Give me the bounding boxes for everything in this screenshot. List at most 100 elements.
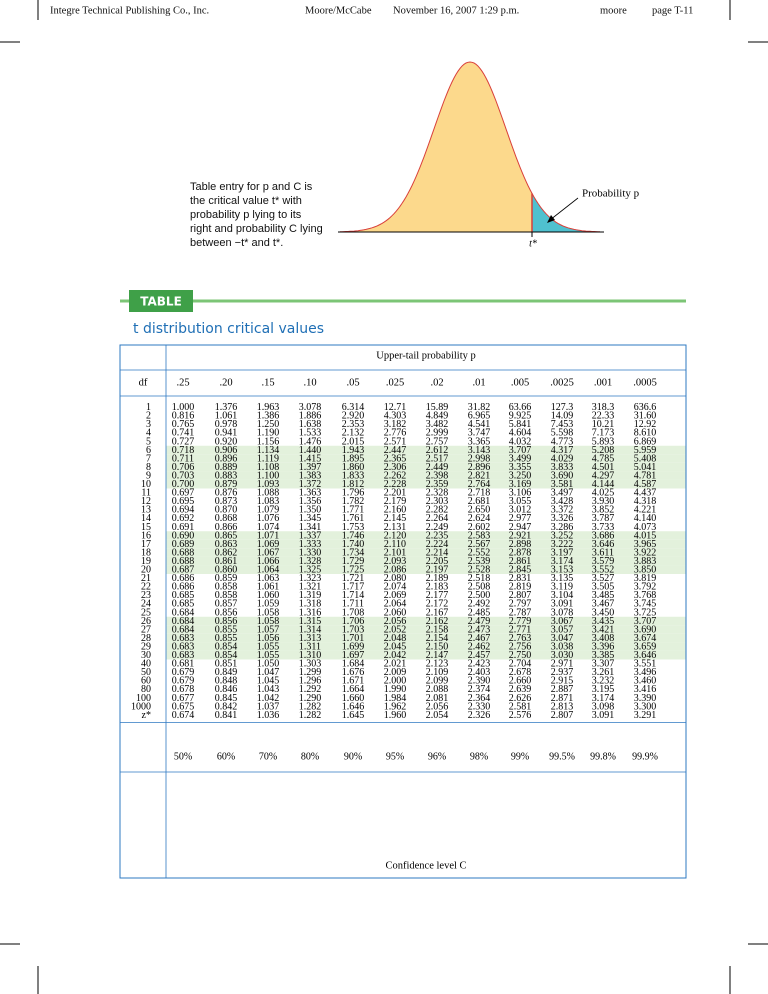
- value-cell: 4.587: [634, 479, 657, 490]
- value-cell: 5.893: [592, 436, 615, 447]
- value-cell: 2.896: [468, 462, 491, 473]
- value-cell: 3.792: [634, 582, 657, 593]
- value-cell: 3.078: [551, 607, 574, 618]
- value-cell: 2.467: [468, 633, 491, 644]
- value-cell: 3.496: [634, 667, 657, 678]
- value-cell: 1.699: [342, 641, 365, 652]
- value-cell: 3.355: [509, 462, 532, 473]
- value-cell: 0.697: [172, 488, 195, 499]
- value-cell: 2.235: [426, 530, 449, 541]
- value-cell: 0.841: [215, 710, 238, 721]
- column-header: .25: [176, 377, 189, 388]
- value-cell: 2.056: [426, 701, 449, 712]
- value-cell: 0.683: [172, 633, 195, 644]
- value-cell: 3.690: [551, 470, 574, 481]
- value-cell: 3.450: [592, 607, 615, 618]
- value-cell: 7.173: [592, 428, 615, 439]
- value-cell: 2.500: [468, 590, 491, 601]
- value-cell: 2.074: [384, 582, 407, 593]
- value-cell: 2.197: [426, 565, 449, 576]
- value-cell: 2.819: [509, 582, 532, 593]
- value-cell: 3.707: [509, 445, 532, 456]
- value-cell: 3.135: [551, 573, 574, 584]
- caption-line: between −t* and t*.: [190, 237, 284, 249]
- value-cell: 1.711: [342, 599, 364, 610]
- value-cell: 6.965: [468, 411, 491, 422]
- value-cell: 0.861: [215, 556, 238, 567]
- df-cell: 22: [141, 582, 151, 593]
- value-cell: 0.868: [215, 513, 238, 524]
- value-cell: 1.299: [299, 667, 322, 678]
- value-cell: 1.282: [299, 710, 322, 721]
- value-cell: 2.081: [426, 693, 449, 704]
- df-cell: 26: [141, 616, 151, 627]
- value-cell: 0.677: [172, 693, 195, 704]
- value-cell: 0.684: [172, 616, 195, 627]
- value-cell: 14.09: [551, 411, 574, 422]
- value-cell: 0.854: [215, 650, 238, 661]
- value-cell: 3.372: [551, 505, 574, 516]
- value-cell: 1.533: [299, 428, 322, 439]
- value-cell: 1.296: [299, 676, 322, 687]
- value-cell: 1.315: [299, 616, 322, 627]
- value-cell: 2.626: [509, 693, 532, 704]
- value-cell: 1.037: [257, 701, 280, 712]
- value-cell: 2.048: [384, 633, 407, 644]
- value-cell: 1.190: [257, 428, 280, 439]
- value-cell: 1.372: [299, 479, 322, 490]
- value-cell: 3.195: [592, 684, 615, 695]
- value-cell: 1.074: [257, 522, 280, 533]
- value-cell: 2.998: [468, 453, 491, 464]
- value-cell: 636.6: [634, 402, 657, 413]
- value-cell: 2.660: [509, 676, 532, 687]
- table: Upper-tail probability p df .25 .20 .15 .10 .0…: [119, 344, 687, 879]
- header-text: November 16, 2007 1:29 p.m.: [393, 5, 519, 16]
- caption-line: the critical value t* with: [190, 195, 302, 207]
- value-cell: 3.787: [592, 513, 615, 524]
- value-cell: 3.579: [592, 556, 615, 567]
- value-cell: 2.093: [384, 556, 407, 567]
- confidence-cell: 99.8%: [590, 751, 616, 762]
- value-cell: 1.729: [342, 556, 365, 567]
- value-cell: 6.869: [634, 436, 657, 447]
- df-cell: 21: [141, 573, 151, 584]
- table-label: TABLE: [140, 295, 182, 309]
- value-cell: 0.855: [215, 624, 238, 635]
- value-cell: 4.849: [426, 411, 449, 422]
- value-cell: 0.855: [215, 633, 238, 644]
- value-cell: 2.162: [426, 616, 449, 627]
- value-cell: 2.898: [509, 539, 532, 550]
- value-cell: 1.043: [257, 684, 280, 695]
- value-cell: 3.467: [592, 599, 615, 610]
- value-cell: 5.041: [634, 462, 657, 473]
- df-cell: 40: [141, 659, 151, 670]
- value-cell: 3.057: [551, 624, 574, 635]
- value-cell: 2.807: [509, 590, 532, 601]
- value-cell: 0.675: [172, 701, 195, 712]
- value-cell: 3.385: [592, 650, 615, 661]
- value-cell: 1.156: [257, 436, 280, 447]
- value-cell: 2.797: [509, 599, 532, 610]
- value-cell: 2.776: [384, 428, 407, 439]
- value-cell: 2.224: [426, 539, 449, 550]
- value-cell: 1.108: [257, 462, 280, 473]
- value-cell: 3.408: [592, 633, 615, 644]
- value-cell: 3.659: [634, 641, 657, 652]
- value-cell: 0.863: [215, 539, 238, 550]
- header-text: Integre Technical Publishing Co., Inc.: [50, 5, 209, 16]
- value-cell: 0.681: [172, 659, 195, 670]
- value-cell: 3.250: [509, 470, 532, 481]
- confidence-cell: 99.9%: [632, 751, 658, 762]
- value-cell: 2.172: [426, 599, 449, 610]
- value-cell: 1.895: [342, 453, 365, 464]
- value-cell: 1.282: [299, 701, 322, 712]
- value-cell: 0.684: [172, 607, 195, 618]
- value-cell: 2.704: [509, 659, 532, 670]
- value-cell: 0.685: [172, 590, 195, 601]
- value-cell: 2.403: [468, 667, 491, 678]
- value-cell: 4.785: [592, 453, 615, 464]
- value-cell: 3.307: [592, 659, 615, 670]
- value-cell: 0.679: [172, 667, 195, 678]
- value-cell: 1.714: [342, 590, 365, 601]
- value-cell: 3.104: [551, 590, 574, 601]
